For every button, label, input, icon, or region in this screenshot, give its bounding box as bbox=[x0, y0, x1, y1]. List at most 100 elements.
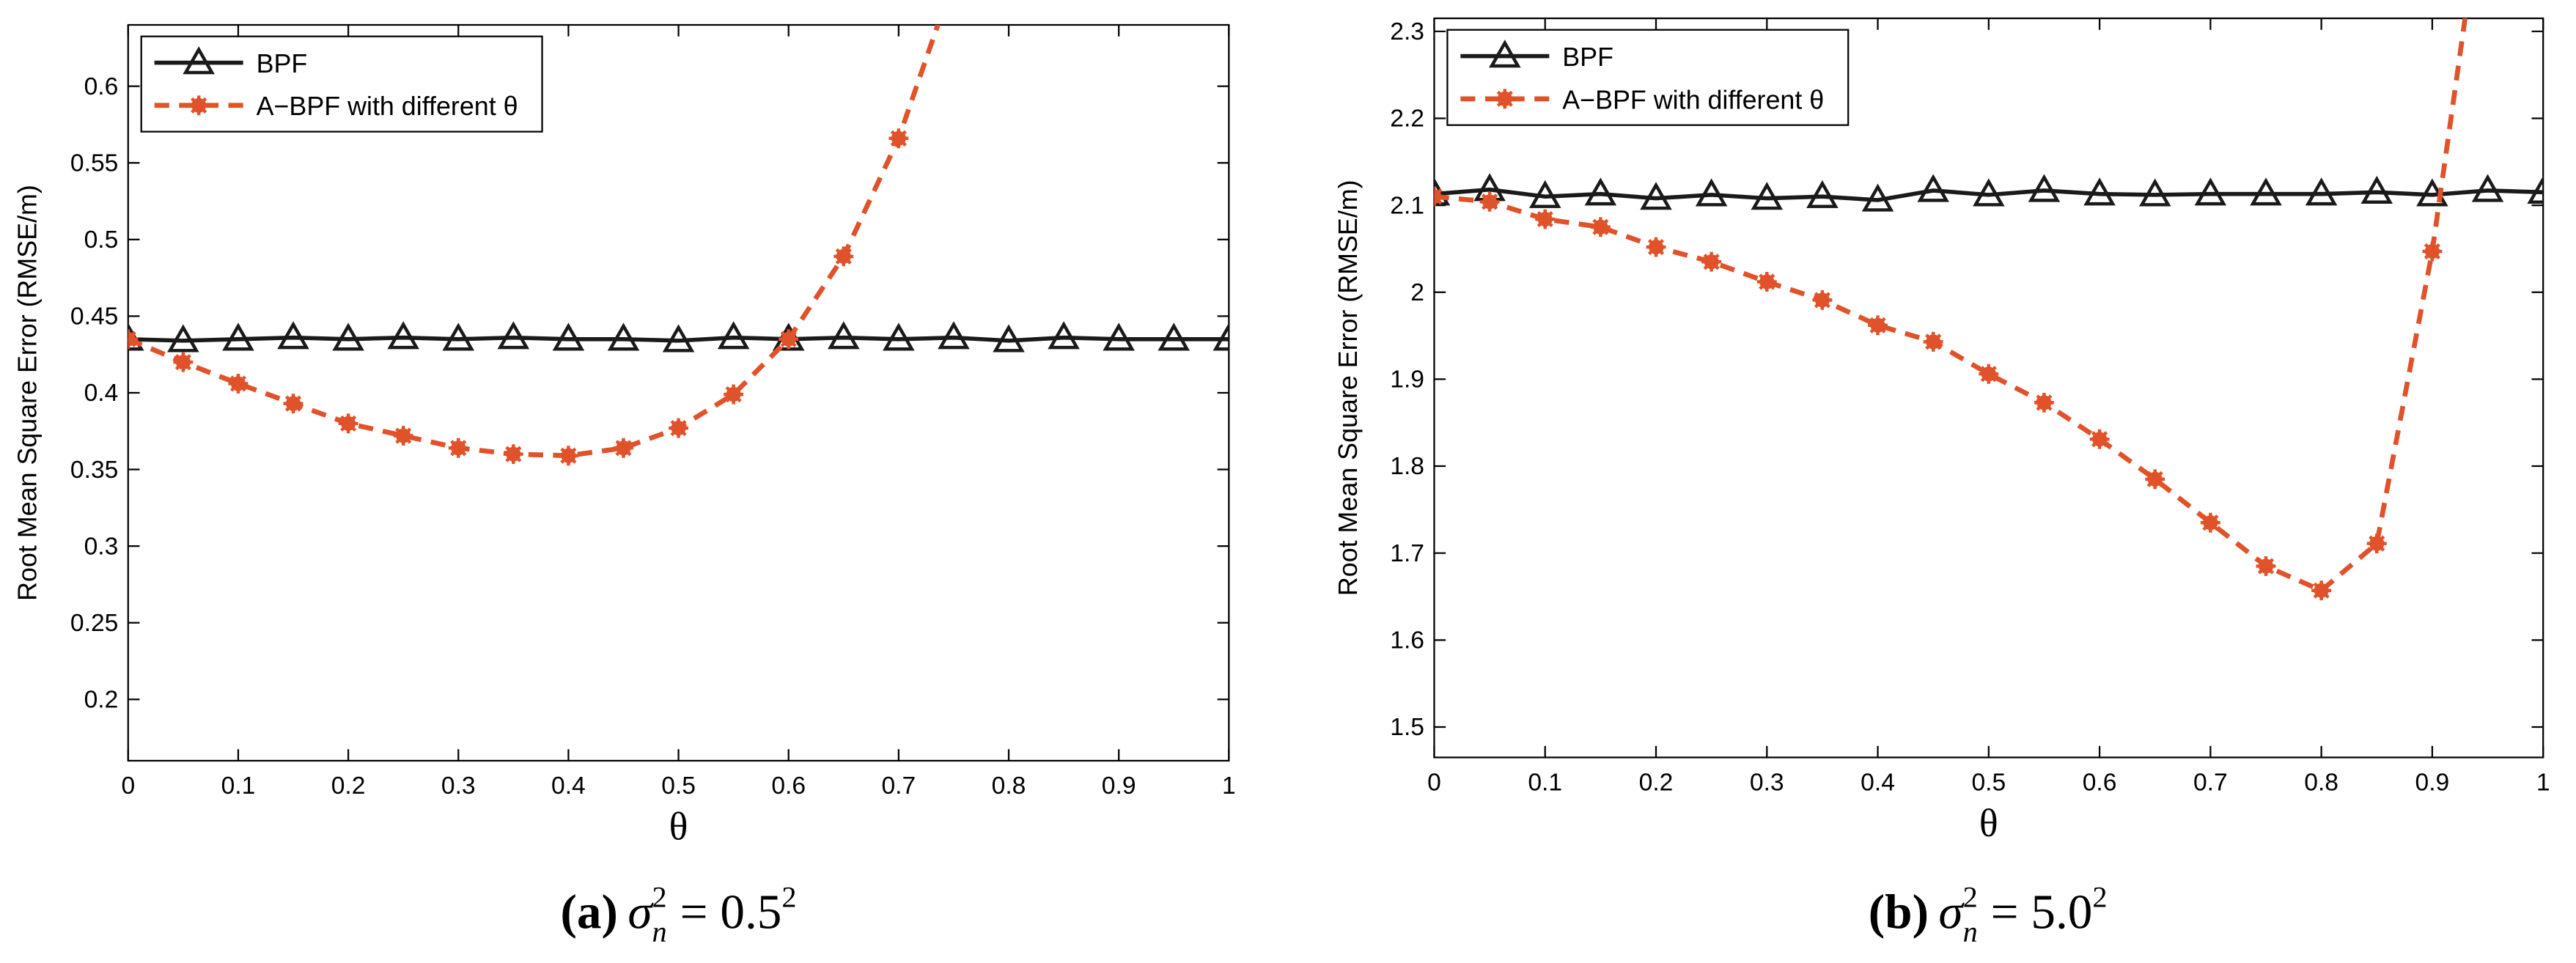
marker-ray bbox=[340, 415, 357, 432]
x-tick-label: 0.4 bbox=[551, 772, 586, 800]
y-tick-label: 2.3 bbox=[1390, 18, 1424, 45]
marker-ray bbox=[1434, 194, 1443, 205]
marker bbox=[1434, 186, 1444, 207]
y-axis-label: Root Mean Square Error (RMSE/m) bbox=[1333, 180, 1363, 596]
marker-ray bbox=[2202, 514, 2219, 531]
x-tick-label: 0.5 bbox=[1971, 769, 2006, 796]
marker bbox=[669, 418, 689, 438]
marker bbox=[393, 426, 413, 446]
marker-ray bbox=[890, 130, 907, 147]
caption-sup: 2 bbox=[1963, 880, 1978, 913]
marker-ray bbox=[2036, 394, 2053, 411]
legend-box bbox=[140, 35, 543, 133]
marker bbox=[1923, 331, 1943, 352]
marker bbox=[222, 322, 254, 351]
marker bbox=[1528, 180, 1561, 208]
marker bbox=[128, 329, 139, 350]
x-tick-label: 0.1 bbox=[221, 772, 256, 800]
caption-label: (a) bbox=[561, 885, 618, 940]
marker-ray bbox=[1537, 210, 1553, 228]
marker bbox=[2366, 534, 2387, 554]
marker bbox=[1868, 315, 1888, 336]
marker bbox=[1973, 178, 2005, 207]
marker bbox=[2471, 174, 2504, 202]
marker-ray bbox=[1925, 333, 1942, 350]
marker bbox=[503, 444, 523, 465]
marker-ray bbox=[1592, 218, 1609, 235]
marker bbox=[833, 246, 854, 267]
y-tick-label: 1.6 bbox=[1390, 627, 1424, 654]
series-layer bbox=[1434, 18, 2544, 601]
caption-exp: 2 bbox=[2092, 880, 2107, 913]
marker bbox=[2527, 175, 2544, 204]
caption-label: (b) bbox=[1869, 885, 1929, 940]
x-tick-label: 0.1 bbox=[1528, 769, 1562, 796]
y-tick-label: 0.45 bbox=[70, 303, 118, 331]
marker-ray bbox=[1869, 317, 1886, 333]
marker bbox=[2194, 177, 2227, 206]
marker bbox=[724, 384, 744, 405]
marker bbox=[1695, 178, 1728, 207]
x-axis-label: θ bbox=[1979, 801, 1998, 845]
marker bbox=[1479, 191, 1500, 212]
series-line bbox=[128, 24, 941, 459]
marker-ray bbox=[560, 447, 577, 464]
x-tick-label: 0 bbox=[121, 772, 135, 800]
plot-area bbox=[1434, 18, 2544, 758]
y-tick-label: 0.5 bbox=[84, 226, 119, 254]
marker bbox=[2138, 178, 2171, 207]
marker-ray bbox=[780, 331, 797, 347]
marker bbox=[1701, 251, 1722, 272]
y-tick-label: 0.2 bbox=[84, 687, 119, 714]
marker bbox=[442, 322, 475, 351]
marker-ray bbox=[1703, 254, 1720, 270]
marker bbox=[1812, 289, 1833, 310]
marker bbox=[228, 373, 249, 394]
marker bbox=[277, 321, 309, 350]
legend-label: BPF bbox=[257, 49, 308, 78]
marker bbox=[552, 322, 585, 351]
marker bbox=[662, 324, 695, 353]
caption: (b) σ2 n = 5.02 bbox=[1869, 880, 2108, 948]
marker-ray bbox=[1481, 193, 1498, 210]
x-tick-label: 0.9 bbox=[2415, 769, 2450, 796]
marker-ray bbox=[2313, 582, 2330, 599]
marker-ray bbox=[615, 440, 632, 457]
marker bbox=[888, 128, 909, 149]
marker-ray bbox=[1814, 292, 1831, 309]
marker-ray bbox=[128, 331, 136, 342]
marker bbox=[387, 321, 419, 350]
y-tick-label: 0.3 bbox=[84, 533, 119, 560]
marker bbox=[2305, 177, 2338, 206]
marker-ray bbox=[128, 336, 136, 347]
x-tick-label: 0.8 bbox=[992, 772, 1026, 800]
marker-ray bbox=[1434, 188, 1443, 199]
marker bbox=[283, 394, 303, 414]
caption: (a) σ2 n = 0.52 bbox=[561, 880, 797, 948]
marker bbox=[558, 446, 578, 466]
plot-frame bbox=[127, 23, 1230, 762]
marker bbox=[2034, 392, 2054, 413]
y-tick-label: 1.9 bbox=[1390, 366, 1424, 394]
marker-ray bbox=[395, 427, 412, 444]
y-axis-label: Root Mean Square Error (RMSE/m) bbox=[12, 185, 42, 601]
caption-symbol: σ bbox=[628, 885, 654, 940]
x-tick-label: 0 bbox=[1427, 769, 1441, 796]
marker bbox=[183, 46, 215, 75]
marker bbox=[2145, 469, 2165, 490]
x-tick-label: 0.3 bbox=[441, 772, 476, 800]
marker-ray bbox=[1647, 238, 1665, 256]
marker bbox=[1048, 321, 1080, 350]
marker-ray bbox=[2369, 535, 2385, 552]
marker bbox=[338, 413, 358, 434]
marker bbox=[2311, 580, 2332, 601]
marker bbox=[167, 324, 199, 353]
marker bbox=[332, 322, 364, 351]
marker bbox=[1584, 177, 1617, 206]
y-tick-label: 1.8 bbox=[1390, 453, 1424, 480]
marker bbox=[1212, 322, 1229, 351]
marker bbox=[607, 322, 640, 351]
marker bbox=[993, 324, 1025, 353]
marker bbox=[2083, 177, 2116, 206]
